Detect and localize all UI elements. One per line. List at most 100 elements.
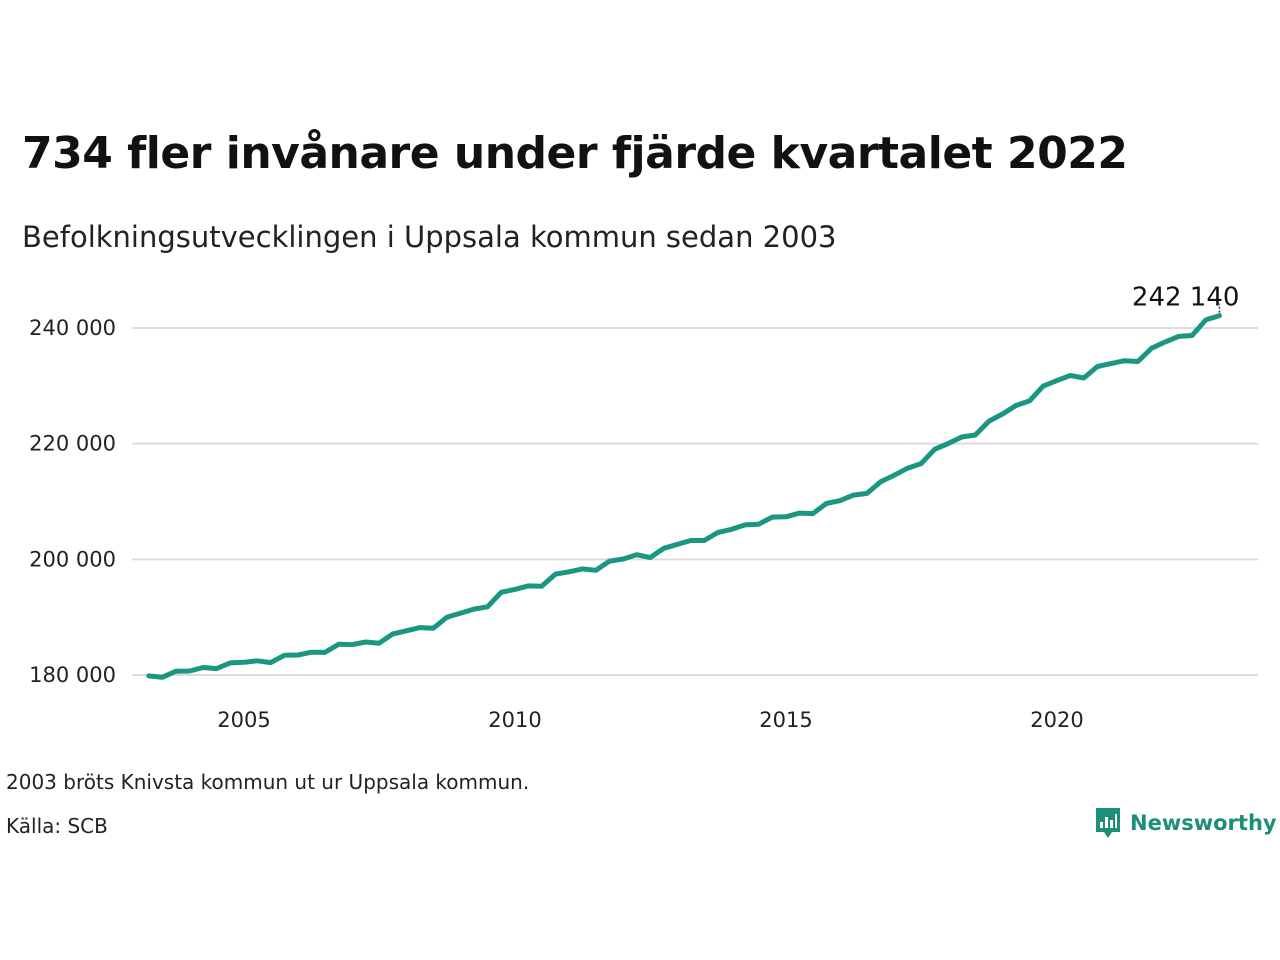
- data-point: [607, 559, 612, 564]
- data-point: [499, 590, 504, 595]
- data-point: [214, 666, 219, 671]
- data-point: [201, 665, 206, 670]
- data-point: [431, 626, 436, 631]
- data-point: [1217, 313, 1222, 318]
- data-point: [1203, 317, 1208, 322]
- data-point: [512, 587, 517, 592]
- data-point: [309, 650, 314, 655]
- line-chart: 180 000 200 000 220 000 240 000 2005 2010 201…: [29, 283, 1258, 732]
- data-point: [1068, 373, 1073, 378]
- data-point: [865, 491, 870, 496]
- data-point: [377, 641, 382, 646]
- data-point: [1027, 398, 1032, 403]
- y-tick-label: 180 000: [29, 663, 116, 687]
- data-point: [1014, 403, 1019, 408]
- data-point: [1122, 358, 1127, 363]
- data-point: [783, 514, 788, 519]
- data-point: [905, 466, 910, 471]
- data-point: [743, 522, 748, 527]
- data-point: [1176, 334, 1181, 339]
- data-point: [919, 461, 924, 466]
- data-point: [1095, 364, 1100, 369]
- data-point: [797, 511, 802, 516]
- data-point: [160, 675, 165, 680]
- data-point: [296, 653, 301, 658]
- newsworthy-logo[interactable]: Newsworthy: [1094, 806, 1277, 840]
- data-point: [729, 527, 734, 532]
- data-point: [716, 530, 721, 535]
- data-point: [1081, 376, 1086, 381]
- data-point: [1135, 359, 1140, 364]
- data-point: [390, 631, 395, 636]
- data-point: [417, 625, 422, 630]
- data-point: [688, 538, 693, 543]
- data-point: [661, 546, 666, 551]
- data-point: [1000, 411, 1005, 416]
- data-point: [1041, 384, 1046, 389]
- data-point: [1054, 378, 1059, 383]
- chart-note: 2003 bröts Knivsta kommun ut ur Uppsala …: [6, 770, 530, 794]
- data-point: [553, 572, 558, 577]
- data-point: [973, 433, 978, 438]
- series-line: [146, 313, 1222, 680]
- y-tick-label: 200 000: [29, 547, 116, 571]
- end-label-group: 242 140: [1132, 283, 1240, 313]
- data-point: [1163, 339, 1168, 344]
- data-point: [146, 673, 151, 678]
- y-tick-label: 220 000: [29, 432, 116, 456]
- data-point: [539, 584, 544, 589]
- data-point: [702, 538, 707, 543]
- data-point: [838, 498, 843, 503]
- gridlines: [132, 327, 1258, 676]
- x-tick-label: 2010: [488, 708, 541, 732]
- brand-name: Newsworthy: [1130, 811, 1277, 835]
- data-point: [593, 568, 598, 573]
- data-point: [932, 447, 937, 452]
- data-point: [878, 479, 883, 484]
- data-point: [987, 419, 992, 424]
- data-point: [350, 642, 355, 647]
- chart-subtitle: Befolkningsutvecklingen i Uppsala kommun…: [22, 220, 837, 254]
- end-value-label: 242 140: [1132, 283, 1240, 313]
- data-point: [322, 650, 327, 655]
- data-point: [634, 552, 639, 557]
- data-point: [458, 611, 463, 616]
- chart-title: 734 fler invånare under fjärde kvartalet…: [22, 128, 1128, 179]
- data-point: [1149, 346, 1154, 351]
- data-point: [567, 569, 572, 574]
- data-point: [810, 511, 815, 516]
- data-point: [770, 515, 775, 520]
- data-point: [946, 441, 951, 446]
- data-point: [959, 435, 964, 440]
- data-point: [1109, 361, 1114, 366]
- data-point: [404, 628, 409, 633]
- data-point: [282, 653, 287, 658]
- data-point: [445, 615, 450, 620]
- newsworthy-logo-icon: [1096, 808, 1120, 838]
- x-tick-label: 2015: [759, 708, 812, 732]
- data-point: [187, 669, 192, 674]
- data-point: [241, 660, 246, 665]
- data-point: [824, 501, 829, 506]
- data-point: [268, 660, 273, 665]
- data-point: [580, 566, 585, 571]
- y-axis-tick-labels: 180 000 200 000 220 000 240 000: [29, 316, 116, 687]
- data-point: [1190, 333, 1195, 338]
- series-group: [146, 313, 1222, 680]
- x-axis-tick-labels: 2005 2010 2015 2020: [217, 708, 1083, 732]
- data-point: [851, 493, 856, 498]
- source-label: Källa: SCB: [6, 814, 108, 838]
- data-point: [675, 542, 680, 547]
- data-point: [892, 473, 897, 478]
- y-tick-label: 240 000: [29, 316, 116, 340]
- data-point: [174, 669, 179, 674]
- data-point: [526, 583, 531, 588]
- data-point: [363, 640, 368, 645]
- data-point: [255, 658, 260, 663]
- data-point: [648, 555, 653, 560]
- x-tick-label: 2020: [1030, 708, 1083, 732]
- data-point: [336, 642, 341, 647]
- data-point: [485, 604, 490, 609]
- x-tick-label: 2005: [217, 708, 270, 732]
- data-point: [621, 557, 626, 562]
